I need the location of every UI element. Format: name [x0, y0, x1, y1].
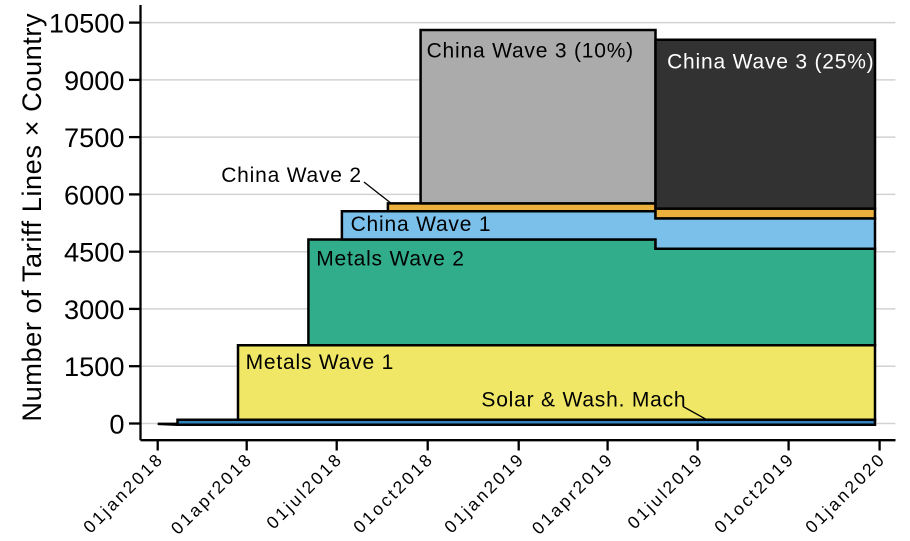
svg-text:9000: 9000	[64, 65, 124, 96]
svg-text:1500: 1500	[64, 351, 124, 382]
svg-text:China Wave 3 (25%): China Wave 3 (25%)	[667, 51, 874, 74]
svg-text:China Wave 3 (10%): China Wave 3 (10%)	[427, 40, 634, 63]
svg-text:0: 0	[109, 408, 124, 439]
svg-text:3000: 3000	[64, 294, 124, 325]
svg-text:Solar & Wash. Mach: Solar & Wash. Mach	[481, 388, 686, 411]
svg-text:Metals Wave 1: Metals Wave 1	[246, 351, 395, 374]
svg-text:10500: 10500	[49, 8, 125, 39]
svg-text:Metals Wave 2: Metals Wave 2	[316, 247, 465, 270]
svg-text:China Wave 2: China Wave 2	[221, 164, 362, 187]
svg-text:China Wave 1: China Wave 1	[351, 213, 492, 236]
svg-text:4500: 4500	[64, 237, 124, 268]
svg-text:7500: 7500	[64, 122, 124, 153]
svg-text:6000: 6000	[64, 179, 124, 210]
svg-text:Number of Tariff Lines × Count: Number of Tariff Lines × Country	[16, 13, 47, 422]
